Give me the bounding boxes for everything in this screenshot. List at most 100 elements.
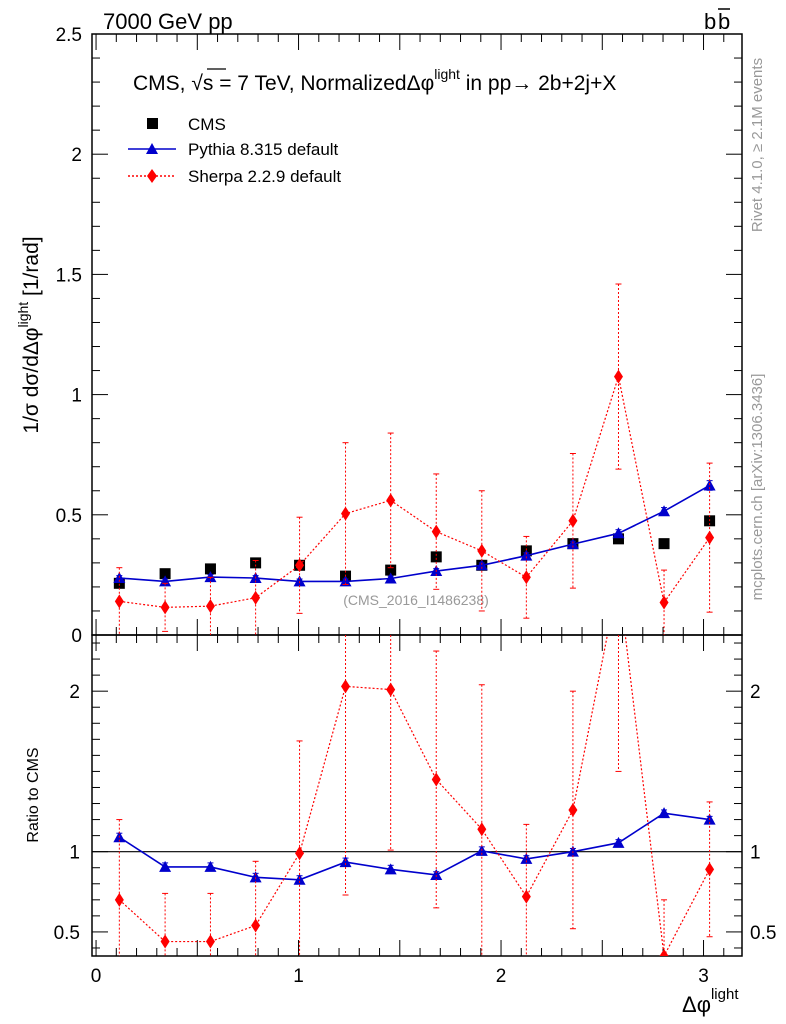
x-tick-label: 2 xyxy=(496,966,507,987)
data-point-ratio-diamond xyxy=(251,918,261,933)
data-point-main-square xyxy=(430,551,442,563)
data-point-ratio-triangle xyxy=(612,836,625,848)
data-point-ratio-triangle xyxy=(204,860,217,872)
data-point-ratio-triangle xyxy=(159,860,172,872)
mcplots-url-label: mcplots.cern.ch [arXiv:1306.3436] xyxy=(749,374,766,601)
y-axis-label-ratio: Ratio to CMS xyxy=(25,747,42,842)
data-point-main-triangle xyxy=(520,549,533,561)
data-point-ratio-diamond xyxy=(341,679,351,694)
series-main-diamond xyxy=(114,283,715,635)
legend-marker-sherpa xyxy=(147,169,157,183)
data-point-main-square xyxy=(658,538,670,550)
data-point-ratio-triangle xyxy=(658,807,671,819)
legend-entry-pythia: Pythia 8.315 default xyxy=(128,140,339,159)
data-point-main-triangle xyxy=(293,575,306,587)
data-point-ratio-diamond xyxy=(205,934,215,949)
ratio-plot-frame xyxy=(91,634,743,957)
series-main-triangle xyxy=(113,479,716,587)
y-tick-label-main: 2 xyxy=(71,145,82,166)
legend-label-cms: CMS xyxy=(188,115,226,134)
y-tick-label-main: 0.5 xyxy=(56,506,82,527)
data-point-main-square xyxy=(385,564,397,576)
y-tick-label-ratio-right: 0.5 xyxy=(750,923,776,944)
data-point-main-diamond xyxy=(705,530,715,545)
series-line-main-triangle xyxy=(119,484,710,583)
data-point-main-diamond xyxy=(659,595,669,610)
data-point-ratio-triangle xyxy=(293,873,306,885)
data-point-ratio-diamond xyxy=(160,934,170,949)
data-point-ratio-diamond xyxy=(431,772,441,787)
data-point-main-triangle xyxy=(384,572,397,584)
y-tick-label-main: 0 xyxy=(71,626,82,647)
energy-label: 7000 GeV pp xyxy=(103,9,233,34)
x-tick-label: 3 xyxy=(698,966,709,987)
y-tick-label-ratio-right: 2 xyxy=(750,682,761,703)
data-point-ratio-diamond xyxy=(295,846,305,861)
y-tick-label-ratio: 0.5 xyxy=(54,923,80,944)
y-tick-label-main: 1.5 xyxy=(56,265,82,286)
data-point-main-diamond xyxy=(613,369,623,384)
svg-text:b: b xyxy=(704,9,716,34)
x-tick-label: 0 xyxy=(91,966,102,987)
data-point-main-diamond xyxy=(295,558,305,573)
data-point-main-diamond xyxy=(477,543,487,558)
series-ratio-triangle xyxy=(113,807,716,885)
y-axis-label-main: 1/σ dσ/dΔφlight [1/rad] xyxy=(15,236,43,433)
data-point-main-diamond xyxy=(568,513,578,528)
rivet-version-label: Rivet 4.1.0, ≥ 2.1M events xyxy=(749,58,766,232)
legend-entry-cms: CMS xyxy=(147,115,226,134)
data-point-ratio-diamond xyxy=(477,822,487,837)
data-point-main-square xyxy=(250,557,262,569)
svg-text:CMS, √s = 7 TeV, NormalizedΔφl: CMS, √s = 7 TeV, NormalizedΔφlight in pp… xyxy=(133,66,616,95)
series-line-ratio-diamond xyxy=(118,635,711,956)
x-axis-label: Δφlight xyxy=(682,986,739,1017)
data-point-main-square xyxy=(204,563,216,575)
data-point-ratio-diamond xyxy=(386,682,396,697)
plot-title: CMS, √s = 7 TeV, NormalizedΔφlight in pp… xyxy=(133,66,616,95)
y-tick-label-ratio: 1 xyxy=(69,843,80,864)
data-point-ratio-triangle xyxy=(520,852,533,864)
legend-label-sherpa: Sherpa 2.2.9 default xyxy=(188,167,341,186)
x-tick-label: 1 xyxy=(293,966,304,987)
data-point-main-square xyxy=(612,533,624,545)
data-point-ratio-triangle xyxy=(339,856,352,868)
data-point-main-diamond xyxy=(114,594,124,609)
legend-label-pythia: Pythia 8.315 default xyxy=(188,140,339,159)
data-point-main-diamond xyxy=(341,506,351,521)
data-point-main-triangle xyxy=(475,559,488,571)
legend: CMS Pythia 8.315 default Sherpa 2.2.9 de… xyxy=(128,115,341,186)
data-point-main-diamond xyxy=(521,570,531,585)
analysis-id-watermark: (CMS_2016_I1486238) xyxy=(343,592,489,608)
y-tick-label-main: 1 xyxy=(71,386,82,407)
legend-entry-sherpa: Sherpa 2.2.9 default xyxy=(128,167,341,186)
svg-text:b: b xyxy=(718,9,730,34)
data-point-main-diamond xyxy=(205,599,215,614)
data-point-ratio-diamond xyxy=(568,802,578,817)
data-point-main-square xyxy=(159,568,171,580)
data-point-ratio-triangle xyxy=(384,863,397,875)
data-point-main-triangle xyxy=(204,571,217,583)
y-tick-label-ratio-right: 1 xyxy=(750,843,761,864)
data-point-ratio-triangle xyxy=(430,868,443,880)
data-point-main-triangle xyxy=(612,527,625,539)
series-ratio-diamond xyxy=(114,635,715,956)
data-point-main-diamond xyxy=(251,590,261,605)
data-point-main-square xyxy=(113,577,125,589)
data-point-ratio-diamond xyxy=(521,889,531,904)
data-point-main-triangle xyxy=(658,505,671,517)
data-point-ratio-diamond xyxy=(705,862,715,877)
legend-marker-pythia xyxy=(146,143,158,154)
data-point-main-triangle xyxy=(566,538,579,550)
process-label: b b xyxy=(704,8,730,34)
svg-text:1/σ dσ/dΔφlight [1/rad]: 1/σ dσ/dΔφlight [1/rad] xyxy=(15,236,43,433)
data-point-main-diamond xyxy=(386,493,396,508)
data-point-main-triangle xyxy=(339,575,352,587)
legend-marker-cms xyxy=(147,118,158,129)
y-tick-label-main: 2.5 xyxy=(56,25,82,46)
series-line-main-diamond xyxy=(119,376,711,608)
data-point-main-diamond xyxy=(431,524,441,539)
series-line-ratio-triangle xyxy=(118,812,710,881)
data-point-ratio-triangle xyxy=(249,871,262,883)
data-point-main-diamond xyxy=(160,600,170,615)
data-point-ratio-diamond xyxy=(114,892,124,907)
